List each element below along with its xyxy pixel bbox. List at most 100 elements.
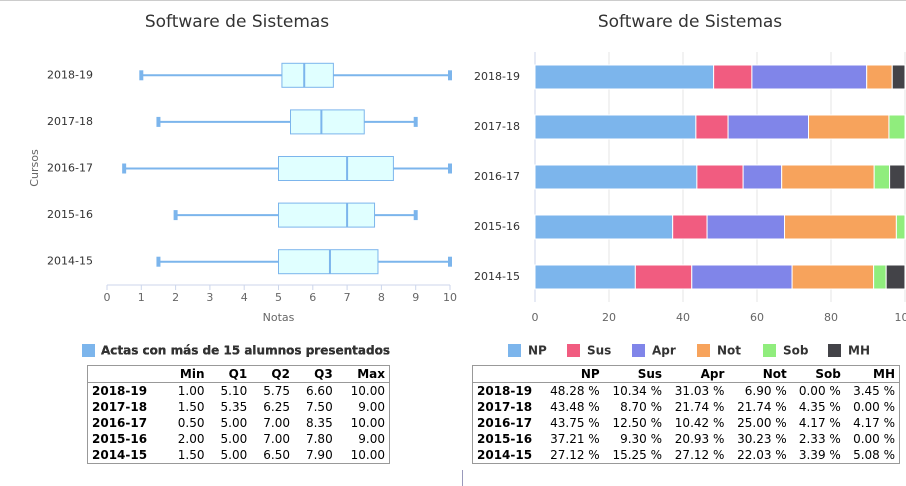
table-cell: 7.80 [305, 432, 333, 446]
table-row: 2018-19 1.00 5.10 5.75 6.60 10.00 [88, 383, 390, 400]
bar-segment [727, 114, 810, 140]
legend-label: Actas con más de 15 alumnos presentados [101, 344, 390, 358]
table-cell: 5.00 [220, 448, 248, 462]
y-tick-label: 2017-18 [47, 115, 93, 128]
bar-segment [784, 214, 897, 240]
bar-segment [873, 164, 891, 190]
legend-label: Actas con más de 15 alumnos presentados [101, 344, 390, 358]
table-row: 2014-15 1.50 5.00 6.50 7.90 10.00 [88, 447, 390, 464]
table-cell: 3.45 % [853, 384, 895, 398]
chart-title: Software de Sistemas [598, 12, 782, 32]
bar-segment [691, 264, 793, 290]
x-tick-label: 100 [895, 311, 906, 324]
box [290, 109, 365, 135]
header-cell: Not [728, 365, 791, 383]
bar-segment [634, 264, 693, 290]
y-tick-label: 2015-16 [47, 208, 93, 221]
bar-segment [888, 114, 906, 140]
bar-segment [781, 164, 875, 190]
table-cell: 0.00 % [853, 400, 895, 414]
table-cell: 27.12 % [674, 448, 725, 462]
table-cell: 7.00 [263, 416, 290, 430]
bar-segment [751, 64, 868, 90]
box [278, 249, 379, 275]
table-cell: 1.50 [177, 448, 205, 462]
box-table: Min Q1 Q2 Q3 Max 2018-19 1.00 5.10 5.75 6.60 10.00… [87, 365, 390, 464]
table-cell: 0.50 [177, 416, 205, 430]
table-cell: 2018-19 [477, 384, 533, 398]
bar-segment [742, 164, 783, 190]
x-tick-label: 40 [676, 311, 690, 324]
header-cell: Q2 [251, 365, 294, 383]
table-row: 2015-16 2.00 5.00 7.00 7.80 9.00 [88, 431, 390, 447]
header-row: NP Sus Apr Not Sob MH [472, 365, 900, 383]
corner-cell [472, 365, 542, 383]
table-cell: 37.21 % [550, 432, 600, 446]
table-cell: 2015-16 [92, 432, 148, 446]
bar-segment [534, 114, 697, 140]
table-row: 2016-17 43.75 % 12.50 % 10.42 % 25.00 % 4.17 … [473, 415, 900, 431]
legend-label: Sus [587, 344, 611, 358]
table-row: 2014-15 27.12 % 15.25 % 27.12 % 22.03 % 3.39 … [473, 447, 900, 464]
bar-segment [534, 264, 636, 290]
table-row: 2018-19 48.28 % 10.34 % 31.03 % 6.90 % 0.00 %… [473, 383, 900, 400]
table-cell: 4.17 % [853, 416, 895, 430]
table-cell: 1.00 [177, 384, 205, 398]
table-cell: 22.03 % [737, 448, 787, 462]
table-cell: 6.60 [305, 384, 333, 398]
table-cell: 15.25 % [612, 448, 663, 462]
table-cell: 2016-17 [92, 416, 148, 430]
table-cell: 2014-15 [477, 448, 533, 462]
table-cell: 2018-19 [92, 384, 148, 398]
table-cell: 25.00 % [737, 416, 787, 430]
y-tick-label: 2014-15 [47, 255, 93, 268]
bar-segment [885, 264, 906, 290]
table-row: 2016-17 0.50 5.00 7.00 8.35 10.00 [88, 415, 390, 431]
table-cell: 6.50 [263, 448, 290, 462]
bar-segment [534, 64, 715, 90]
table-cell: 5.10 [220, 384, 248, 398]
y-tick-label: 2016-17 [474, 170, 520, 183]
table-cell: 43.48 % [550, 400, 600, 414]
table-cell: 2015-16 [477, 432, 533, 446]
header-cell: NP [541, 365, 604, 383]
bar-segment [791, 264, 875, 290]
table-row: 2015-16 37.21 % 9.30 % 20.93 % 30.23 % 2.33 %… [473, 431, 900, 447]
box [278, 156, 394, 181]
table-cell: 10.42 % [674, 416, 725, 430]
bar-segment [873, 264, 887, 290]
header-cell: Max [336, 365, 390, 383]
x-axis-label: Notas [263, 311, 295, 324]
table-cell: 48.28 % [550, 384, 600, 398]
x-tick-label: 80 [824, 311, 838, 324]
bar-segment [696, 164, 744, 190]
x-tick-label: 3 [206, 291, 213, 304]
box [278, 202, 376, 228]
table-cell: 9.30 % [620, 432, 663, 446]
x-tick-label: 8 [378, 291, 385, 304]
header-cell: Apr [666, 365, 729, 383]
x-tick-label: 1 [138, 291, 145, 304]
legend-swatch [82, 344, 95, 357]
table-cell: 5.00 [220, 432, 248, 446]
x-tick-label: 4 [241, 291, 248, 304]
table-row: 2017-18 1.50 5.35 6.25 7.50 9.00 [88, 399, 390, 415]
table-cell: 27.12 % [550, 448, 600, 462]
bar-segment [713, 64, 753, 90]
table-cell: 8.70 % [620, 400, 663, 414]
table-cell: 8.35 [305, 416, 333, 430]
table-cell: 10.00 [350, 416, 385, 430]
table-cell: 10.00 [350, 384, 385, 398]
table-cell: 7.00 [263, 432, 290, 446]
header-cell: Q1 [208, 365, 252, 383]
legend-swatch [632, 344, 645, 357]
x-tick-label: 9 [412, 291, 419, 304]
table-cell: 2016-17 [477, 416, 533, 430]
legend-swatch [567, 344, 580, 357]
x-tick-label: 20 [602, 311, 616, 324]
legend-label: Sob [783, 344, 809, 358]
legend-label: Not [717, 344, 741, 358]
table-cell: 30.23 % [737, 432, 787, 446]
legend-label: Actas con más de 15 alumnos presentados [101, 344, 390, 358]
